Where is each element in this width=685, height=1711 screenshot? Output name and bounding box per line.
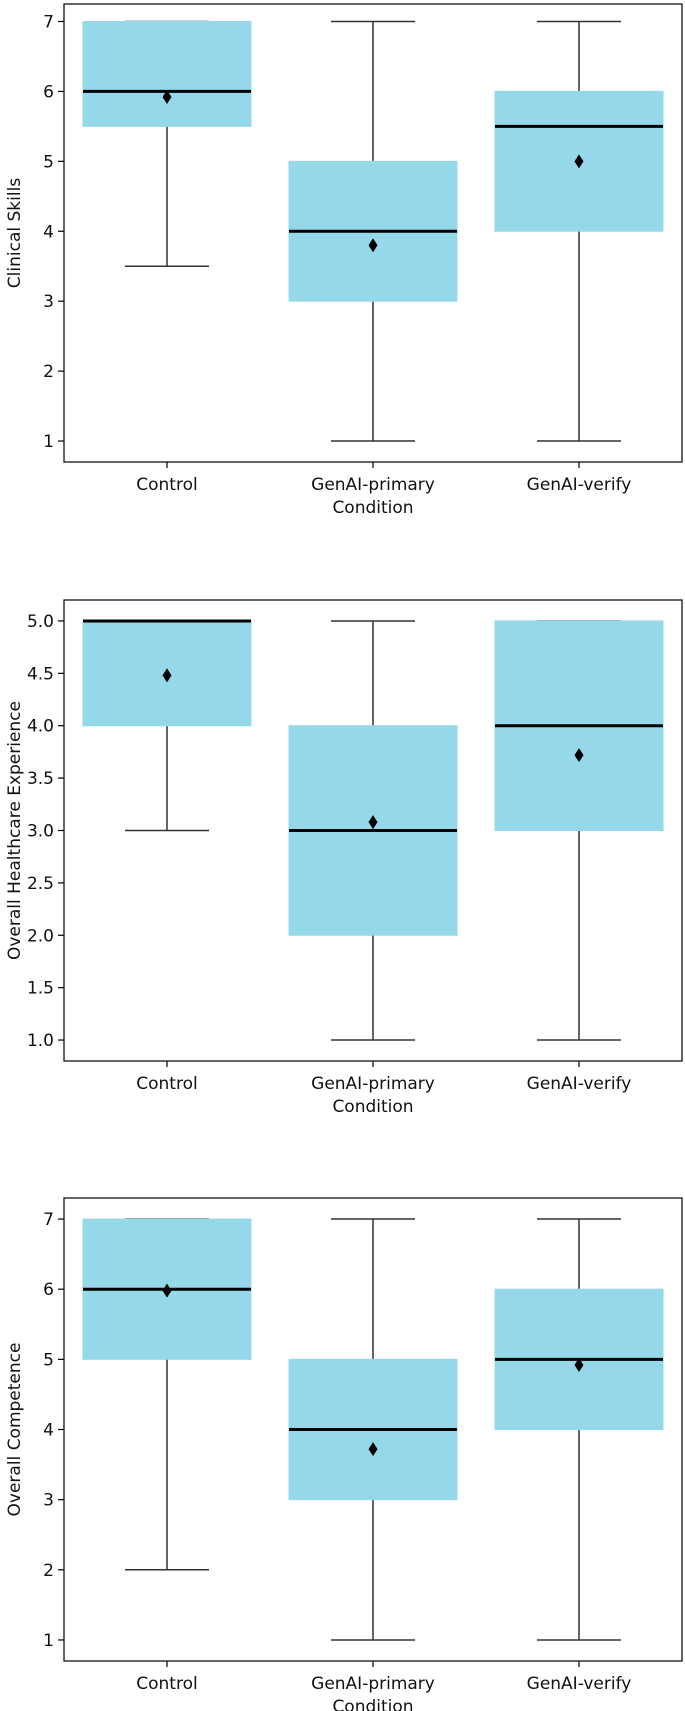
iqr-box — [82, 20, 252, 127]
y-tick-label: 7 — [43, 1210, 54, 1230]
box-2 — [494, 20, 664, 442]
y-tick-label: 4 — [43, 222, 54, 242]
x-tick-label: GenAI-primary — [311, 1674, 435, 1694]
y-tick-label: 4.0 — [27, 717, 54, 737]
y-tick-label: 5.0 — [27, 612, 54, 632]
x-axis-label: Condition — [332, 1697, 413, 1711]
y-axis-label: Clinical Skills — [5, 178, 25, 289]
mean-marker — [368, 815, 378, 830]
x-tick-label: GenAI-verify — [527, 1674, 632, 1694]
mean-marker — [162, 668, 172, 683]
y-tick-label: 4 — [43, 1421, 54, 1441]
box-0 — [82, 1218, 252, 1571]
x-tick-label: GenAI-verify — [527, 475, 632, 495]
box-1 — [288, 20, 458, 442]
y-tick-label: 1.0 — [27, 1031, 54, 1051]
y-tick-label: 2 — [43, 1561, 54, 1581]
chart-panel-1: 1 2 3 4 5 6 7 Control GenAI-primary GenAI-verify C… — [5, 3, 683, 518]
y-tick-label: 2.0 — [27, 926, 54, 946]
y-tick-label: 5 — [43, 1350, 54, 1370]
y-tick-label: 1.5 — [27, 979, 54, 999]
y-tick-label: 6 — [43, 82, 54, 102]
box-0 — [82, 20, 252, 267]
box-1 — [288, 620, 458, 1041]
box-2 — [494, 1218, 664, 1641]
mean-marker — [162, 1283, 172, 1298]
box-1 — [288, 1218, 458, 1641]
x-tick-label: GenAI-verify — [527, 1074, 632, 1094]
chart-panel-2: 1.0 1.5 2.0 2.5 3.0 3.5 4.0 4.5 5.0 Control GenAI-… — [5, 599, 683, 1117]
y-tick-label: 3.0 — [27, 822, 54, 842]
mean-marker — [574, 1357, 584, 1372]
x-axis-label: Condition — [332, 1097, 413, 1117]
y-tick-label: 3 — [43, 1491, 54, 1511]
y-tick-label: 1 — [43, 1631, 54, 1651]
y-tick-label: 6 — [43, 1280, 54, 1300]
x-axis-label: Condition — [332, 498, 413, 518]
x-tick-label: Control — [136, 475, 197, 495]
y-tick-label: 2.5 — [27, 874, 54, 894]
box-0 — [82, 619, 252, 832]
y-tick-label: 1 — [43, 432, 54, 452]
y-tick-label: 5 — [43, 152, 54, 172]
mean-marker — [574, 154, 584, 169]
y-axis-label: Overall Competence — [5, 1343, 25, 1517]
mean-marker — [574, 748, 584, 763]
y-tick-label: 3 — [43, 292, 54, 312]
y-tick-label: 7 — [43, 12, 54, 32]
iqr-box — [494, 90, 664, 232]
x-tick-label: Control — [136, 1674, 197, 1694]
mean-marker — [368, 1442, 378, 1457]
y-axis-label: Overall Healthcare Experience — [5, 701, 25, 960]
chart-panel-3: 1 2 3 4 5 6 7 Control GenAI-primary GenAI-verify C… — [5, 1197, 683, 1711]
y-tick-label: 4.5 — [27, 664, 54, 684]
y-tick-label: 3.5 — [27, 769, 54, 789]
box-2 — [494, 620, 664, 1041]
x-tick-label: Control — [136, 1074, 197, 1094]
x-tick-label: GenAI-primary — [311, 475, 435, 495]
mean-marker — [368, 238, 378, 253]
mean-marker — [162, 89, 172, 104]
x-tick-label: GenAI-primary — [311, 1074, 435, 1094]
y-tick-label: 2 — [43, 362, 54, 382]
